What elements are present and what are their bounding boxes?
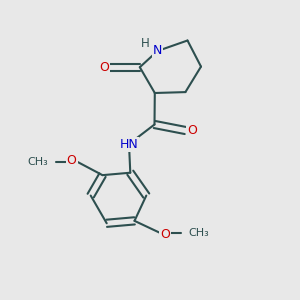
Text: CH₃: CH₃ <box>28 157 49 166</box>
Text: O: O <box>160 228 170 241</box>
Text: N: N <box>153 44 162 58</box>
Text: HN: HN <box>120 137 138 151</box>
Text: O: O <box>187 124 197 137</box>
Text: O: O <box>100 61 109 74</box>
Text: CH₃: CH₃ <box>188 228 209 238</box>
Text: O: O <box>67 154 76 166</box>
Text: H: H <box>141 37 150 50</box>
